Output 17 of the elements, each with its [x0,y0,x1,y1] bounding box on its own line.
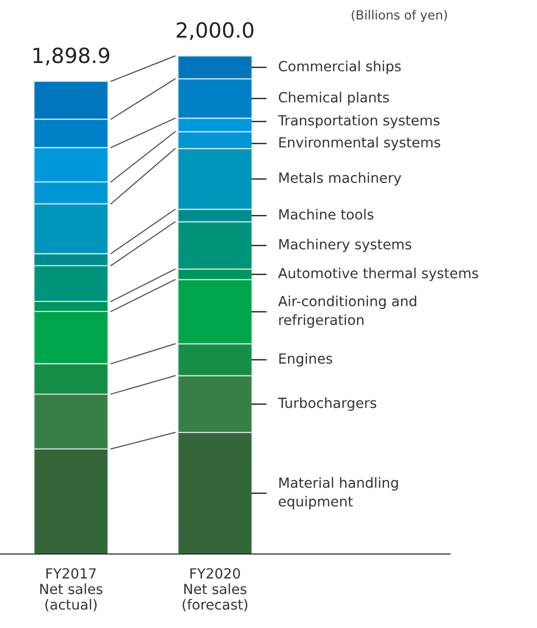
text: (Billions of yen) [352,10,447,22]
series-label: Automotive thermal systems [278,268,478,282]
series-label: Metals machinery [279,172,402,186]
x-tick-label: FY2017 Net sales (actual) [40,568,102,612]
series-label: Turbochargers [278,397,376,411]
series-label: Chemical plants [278,92,389,106]
annotation: 2,000.0 [176,22,254,40]
series-label: Engines [279,353,332,366]
series-label: Machinery systems [279,238,412,252]
series-label: Air-conditioning and refrigeration [278,296,416,328]
series-label: Commercial ships [278,60,401,74]
annotation: 1,898.9 [34,48,110,66]
series-label: Machine tools [279,208,374,220]
x-tick-label: FY2020 Net sales (forecast) [182,568,248,612]
series-label: Transportation systems [278,114,440,128]
series-label: Material handling equipment [278,477,398,510]
series-label: Environmental systems [279,136,440,150]
